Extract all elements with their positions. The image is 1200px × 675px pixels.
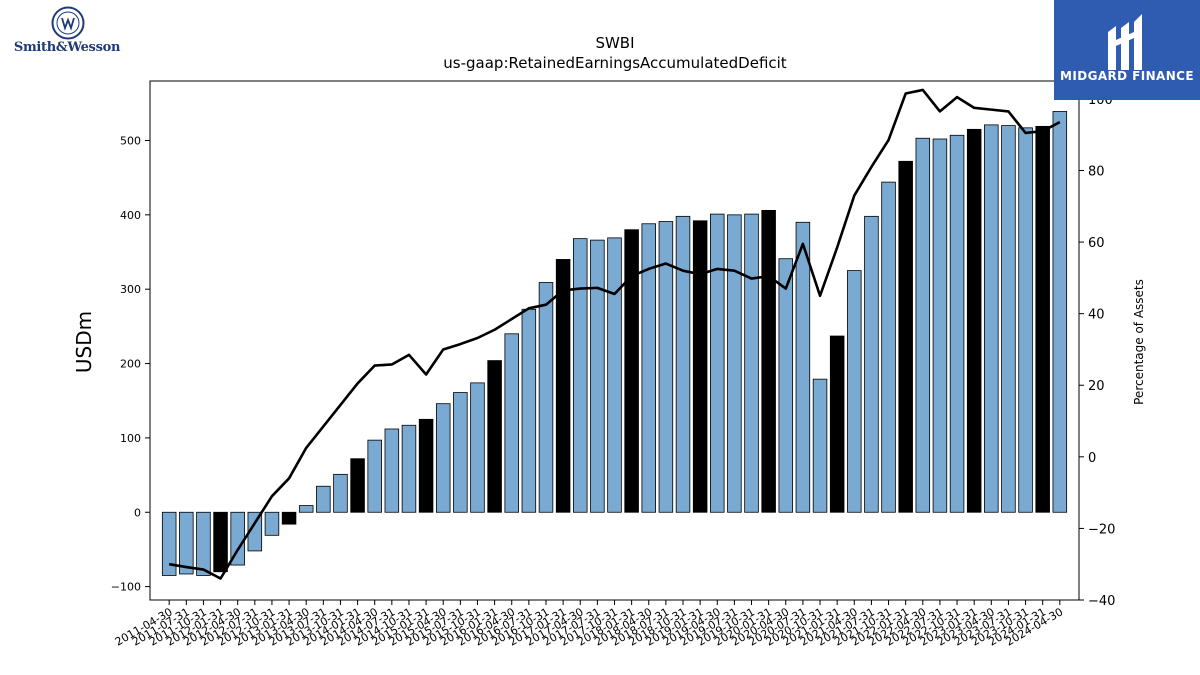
bar bbox=[418, 418, 434, 513]
bar bbox=[435, 403, 451, 513]
bar bbox=[350, 458, 365, 513]
y2-axis-label: Percentage of Assets bbox=[1132, 279, 1146, 405]
bar bbox=[778, 258, 794, 513]
midgard-mark-icon bbox=[1108, 14, 1142, 70]
bar bbox=[624, 229, 639, 513]
y2-tick-label: −40 bbox=[1088, 594, 1115, 609]
bar bbox=[1018, 127, 1033, 513]
bar bbox=[590, 239, 605, 513]
bar bbox=[966, 128, 982, 513]
bar bbox=[281, 511, 297, 525]
bar bbox=[829, 335, 845, 513]
bar bbox=[949, 134, 965, 513]
bar bbox=[812, 378, 828, 513]
bar bbox=[984, 124, 999, 513]
bar bbox=[316, 485, 331, 513]
y-tick-label: 400 bbox=[120, 209, 141, 222]
bar bbox=[761, 209, 776, 513]
bar bbox=[744, 213, 759, 513]
bar bbox=[264, 511, 280, 536]
y2-tick-label: 0 bbox=[1088, 451, 1096, 466]
bar bbox=[179, 511, 194, 575]
bar bbox=[572, 238, 588, 513]
bar bbox=[384, 428, 400, 513]
bar bbox=[1052, 111, 1068, 513]
x-axis: 2011-04-302011-07-312011-10-312012-01-31… bbox=[113, 600, 1065, 649]
bar bbox=[881, 181, 896, 513]
bar bbox=[932, 138, 948, 513]
smith-wesson-wordmark: Smith&Wesson bbox=[13, 40, 121, 55]
bar bbox=[367, 439, 382, 513]
y-tick-label: 0 bbox=[134, 506, 141, 519]
bar bbox=[470, 382, 485, 513]
bar bbox=[298, 505, 314, 513]
midgard-finance-wordmark: MIDGARD FINANCE bbox=[1060, 69, 1194, 83]
bar bbox=[333, 473, 348, 513]
y-axis-label: USDm bbox=[72, 311, 96, 373]
y2-tick-label: 80 bbox=[1088, 164, 1105, 179]
chart-subtitle: us-gaap:RetainedEarningsAccumulatedDefic… bbox=[443, 54, 787, 72]
y-tick-label: 100 bbox=[120, 432, 141, 445]
y2-tick-label: −20 bbox=[1088, 522, 1115, 537]
bar bbox=[710, 213, 725, 513]
bar-series bbox=[161, 111, 1068, 576]
bar bbox=[161, 511, 177, 576]
y-tick-label: 200 bbox=[120, 358, 141, 371]
bar bbox=[658, 221, 674, 513]
bar bbox=[641, 223, 657, 513]
bar bbox=[1035, 125, 1050, 513]
bar bbox=[1001, 125, 1016, 513]
bar bbox=[607, 237, 622, 513]
bar bbox=[504, 333, 519, 513]
bar bbox=[555, 259, 571, 513]
bar bbox=[453, 392, 468, 513]
bar bbox=[915, 137, 931, 513]
bar bbox=[196, 511, 211, 576]
y-axis: −100 0 100 200 300 400 500 bbox=[111, 134, 150, 594]
bar bbox=[864, 215, 879, 513]
bar bbox=[898, 160, 913, 513]
bar bbox=[675, 215, 691, 513]
y-tick-label: 300 bbox=[120, 283, 141, 296]
seal-icon bbox=[51, 6, 85, 40]
bar bbox=[401, 424, 417, 513]
bar bbox=[692, 220, 708, 513]
midgard-finance-logo: MIDGARD FINANCE bbox=[1054, 0, 1200, 100]
y-tick-label: 500 bbox=[120, 134, 141, 147]
y2-tick-label: 60 bbox=[1088, 236, 1105, 251]
chart-title: SWBI bbox=[595, 34, 634, 52]
bar bbox=[847, 270, 862, 513]
bar bbox=[727, 214, 742, 513]
bar bbox=[487, 360, 502, 513]
series-line bbox=[168, 88, 1061, 580]
y2-tick-label: 20 bbox=[1088, 379, 1105, 394]
bar bbox=[213, 511, 228, 573]
bar bbox=[538, 282, 554, 513]
smith-wesson-logo: Smith&Wesson bbox=[6, 6, 128, 58]
y2-tick-label: 40 bbox=[1088, 308, 1105, 323]
bar bbox=[521, 308, 537, 513]
bar bbox=[795, 221, 811, 513]
y-tick-label: −100 bbox=[111, 581, 141, 594]
line-series bbox=[168, 88, 1061, 580]
